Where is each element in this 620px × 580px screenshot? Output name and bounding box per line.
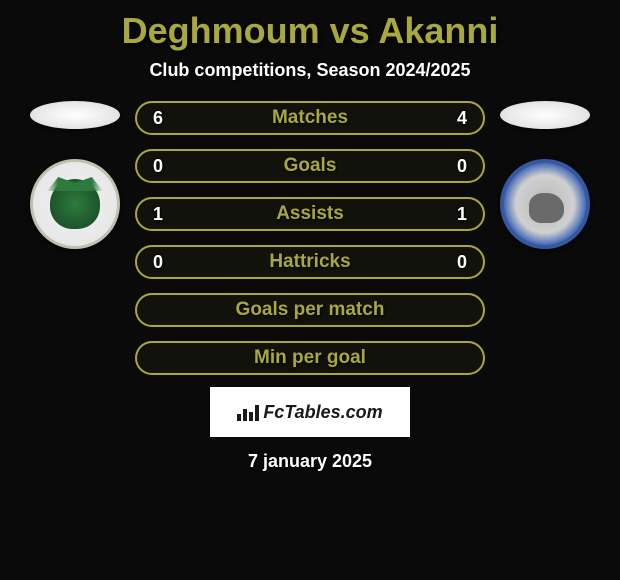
club-badge-right [500,159,590,249]
stat-label: Goals per match [153,299,467,321]
player-left-avatar [30,101,120,129]
stat-val-right: 0 [447,252,467,273]
stat-row-min-per-goal: Min per goal [135,341,485,375]
stat-label: Matches [173,107,447,129]
footer-brand-text: FcTables.com [263,402,382,423]
stat-val-right: 1 [447,204,467,225]
stat-label: Min per goal [153,347,467,369]
date-text: 7 january 2025 [248,451,372,472]
stat-row-assists: 1 Assists 1 [135,197,485,231]
stat-row-hattricks: 0 Hattricks 0 [135,245,485,279]
main-content: 6 Matches 4 0 Goals 0 1 Assists 1 0 Hatt… [0,101,620,375]
subtitle: Club competitions, Season 2024/2025 [149,60,470,81]
stat-label: Hattricks [173,251,447,273]
stat-val-left: 0 [153,156,173,177]
stat-val-right: 0 [447,156,467,177]
bar-chart-icon [237,403,259,421]
stat-row-goals: 0 Goals 0 [135,149,485,183]
club-badge-left [30,159,120,249]
stat-val-left: 1 [153,204,173,225]
stat-row-goals-per-match: Goals per match [135,293,485,327]
page-title: Deghmoum vs Akanni [122,10,499,52]
stat-val-left: 6 [153,108,173,129]
right-column [495,101,595,249]
stats-column: 6 Matches 4 0 Goals 0 1 Assists 1 0 Hatt… [135,101,485,375]
stat-label: Goals [173,155,447,177]
stat-val-right: 4 [447,108,467,129]
stat-val-left: 0 [153,252,173,273]
eagle-icon [50,179,100,229]
footer-brand-box[interactable]: FcTables.com [210,387,410,437]
stat-row-matches: 6 Matches 4 [135,101,485,135]
player-right-avatar [500,101,590,129]
left-column [25,101,125,249]
stat-label: Assists [173,203,447,225]
